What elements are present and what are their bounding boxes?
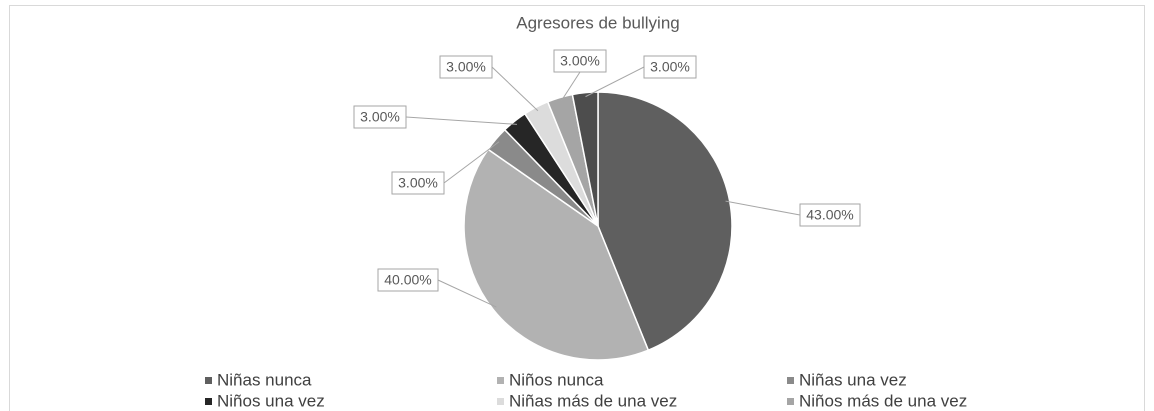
legend-label: Niños nunca — [509, 370, 604, 389]
data-label-box — [439, 55, 493, 79]
legend-swatch — [787, 398, 794, 405]
data-label-box — [799, 203, 861, 227]
data-label-box — [377, 268, 439, 292]
legend-label: Niñas más de una vez — [509, 391, 677, 410]
legend-label: Niñas nunca — [217, 370, 312, 389]
leader-line — [560, 71, 581, 102]
legend-swatch — [205, 398, 212, 405]
chart-title: Agresores de bullying — [516, 13, 679, 32]
data-label-box — [353, 105, 407, 129]
pie-slice — [463, 148, 650, 361]
leader-line — [405, 116, 517, 125]
leader-line — [585, 66, 645, 98]
legend-label: Niños más de una vez — [799, 391, 967, 410]
data-label: 3.00% — [650, 59, 690, 75]
data-label: 3.00% — [560, 53, 600, 69]
data-label: 3.00% — [360, 109, 400, 125]
leader-line — [443, 141, 500, 184]
leader-line — [725, 200, 801, 216]
data-label: 3.00% — [446, 59, 486, 75]
leader-line — [491, 66, 539, 112]
legend-swatch — [205, 377, 212, 384]
legend-label: Niños una vez — [217, 391, 325, 410]
data-label: 43.00% — [806, 207, 853, 223]
legend-swatch — [497, 398, 504, 405]
legend-swatch — [787, 377, 794, 384]
pie-slice — [597, 91, 733, 352]
data-label-box — [553, 49, 607, 73]
data-label-box — [643, 55, 697, 79]
pie-slice — [571, 91, 599, 227]
leader-line — [437, 279, 497, 308]
data-label-box — [391, 171, 445, 195]
legend-label: Niñas una vez — [799, 370, 907, 389]
data-label: 3.00% — [398, 175, 438, 191]
legend-swatch — [497, 377, 504, 384]
data-label: 40.00% — [384, 272, 431, 288]
